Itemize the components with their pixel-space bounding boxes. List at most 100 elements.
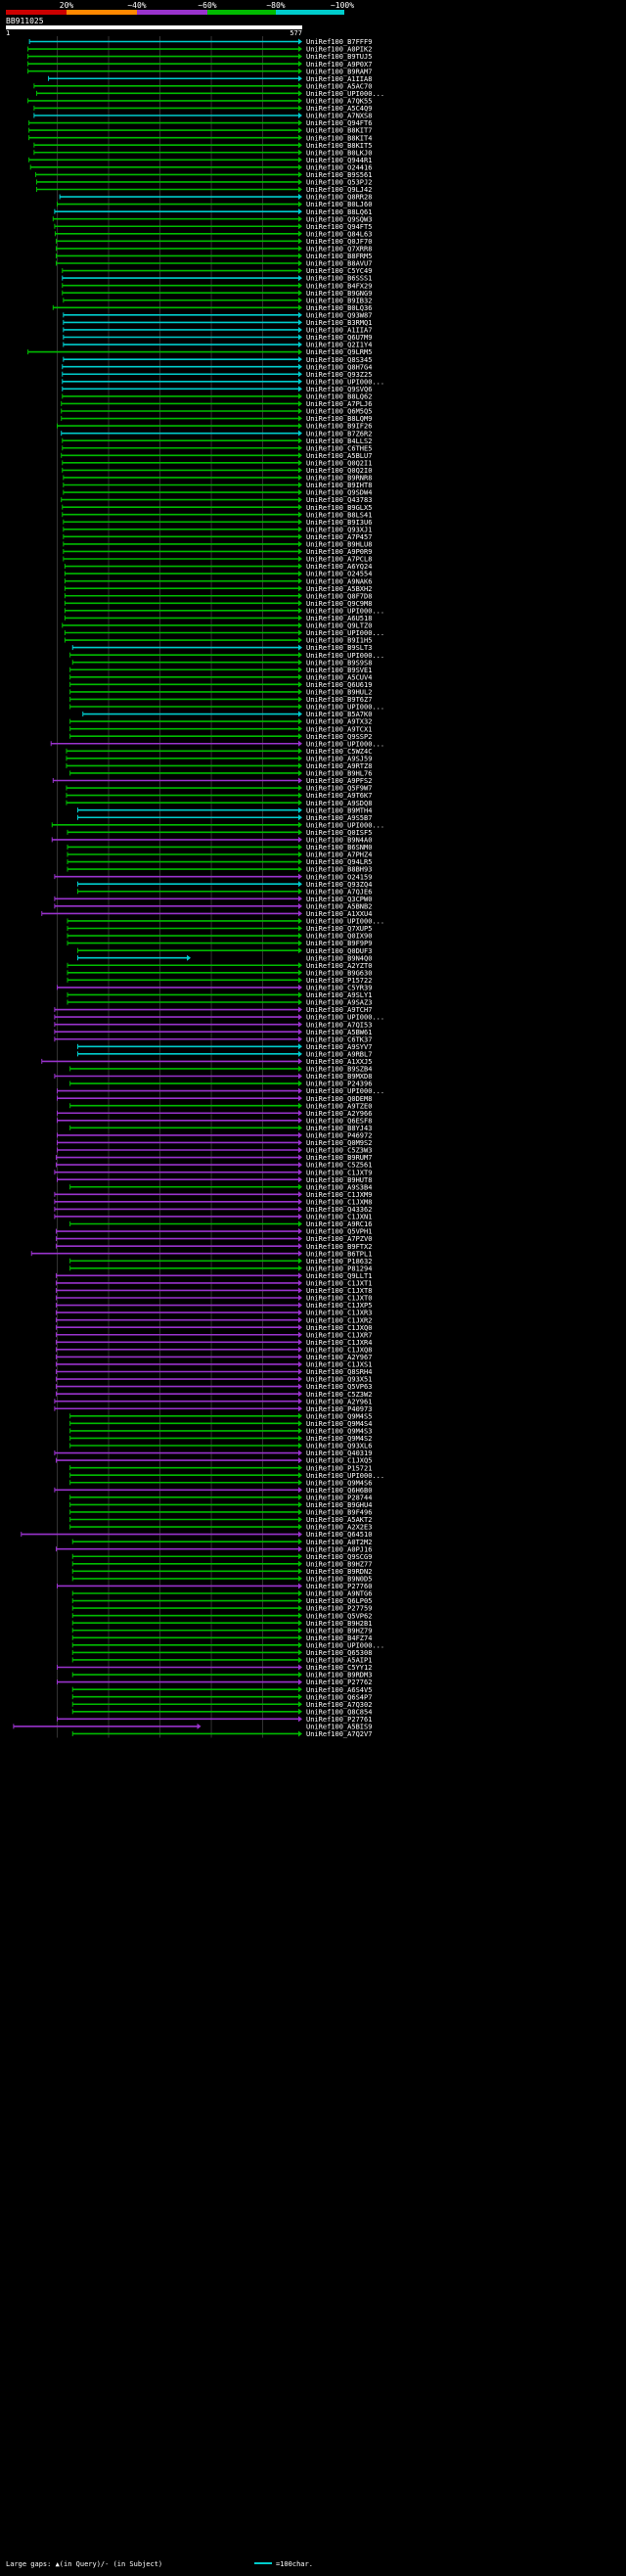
hit-label[interactable]: UniRef100_B5A7K0 xyxy=(306,711,372,718)
hit-label[interactable]: UniRef100_B3RMQ1 xyxy=(306,319,372,327)
hit-row[interactable]: UniRef100_P46972 xyxy=(57,1132,373,1140)
hit-label[interactable]: UniRef100_Q9SVQ6 xyxy=(306,386,372,393)
hit-row[interactable]: UniRef100_O24416 xyxy=(29,163,372,171)
hit-label[interactable]: UniRef100_A5C4Q9 xyxy=(306,105,372,113)
hit-label[interactable]: UniRef100_Q8S345 xyxy=(306,356,372,364)
hit-row[interactable]: UniRef100_A7QK55 xyxy=(27,98,373,106)
hit-row[interactable]: UniRef100_UPI000... xyxy=(64,629,384,637)
hit-row[interactable]: UniRef100_A9NAK6 xyxy=(64,577,372,585)
hit-label[interactable]: UniRef100_B6TPL1 xyxy=(306,1250,372,1258)
hit-row[interactable]: UniRef100_O24159 xyxy=(54,873,373,881)
hit-label[interactable]: UniRef100_C5Z3W3 xyxy=(306,1147,372,1155)
hit-row[interactable]: UniRef100_A9P0R9 xyxy=(63,548,373,556)
hit-label[interactable]: UniRef100_A1XXU4 xyxy=(306,910,372,918)
hit-label[interactable]: UniRef100_B9HZ77 xyxy=(306,1560,372,1568)
hit-row[interactable]: UniRef100_A2X2E3 xyxy=(69,1524,373,1532)
hit-row[interactable]: UniRef100_B9RDN2 xyxy=(71,1568,372,1576)
hit-label[interactable]: UniRef100_B9HZ79 xyxy=(306,1627,372,1634)
hit-label[interactable]: UniRef100_Q7XRR8 xyxy=(306,246,372,253)
hit-row[interactable]: UniRef100_Q9M4S5 xyxy=(69,1412,373,1420)
hit-row[interactable]: UniRef100_A7P457 xyxy=(63,533,373,541)
hit-row[interactable]: UniRef100_UPI000... xyxy=(36,90,385,98)
hit-row[interactable]: UniRef100_B0LQ36 xyxy=(52,304,372,312)
hit-label[interactable]: UniRef100_B7FFF9 xyxy=(306,38,372,46)
hit-row[interactable]: UniRef100_A5BW61 xyxy=(54,1029,373,1036)
hit-row[interactable]: UniRef100_Q43783 xyxy=(61,496,373,504)
hit-label[interactable]: UniRef100_Q944R1 xyxy=(306,157,372,164)
hit-row[interactable]: UniRef100_Q40319 xyxy=(54,1449,373,1457)
hit-label[interactable]: UniRef100_Q8RR28 xyxy=(306,194,372,202)
hit-label[interactable]: UniRef100_A9SAZ3 xyxy=(306,999,372,1007)
hit-label[interactable]: UniRef100_A9RTZ8 xyxy=(306,762,372,770)
hit-label[interactable]: UniRef100_C1JXT9 xyxy=(306,1169,372,1176)
hit-label[interactable]: UniRef100_A1IIA8 xyxy=(306,75,372,83)
hit-row[interactable]: UniRef100_C1JXR4 xyxy=(55,1339,372,1347)
hit-row[interactable]: UniRef100_Q9LLT1 xyxy=(55,1272,372,1280)
hit-row[interactable]: UniRef100_UPI000... xyxy=(71,1641,384,1649)
hit-row[interactable]: UniRef100_A6U518 xyxy=(64,615,372,622)
hit-row[interactable]: UniRef100_A5BXH2 xyxy=(64,585,372,593)
hit-row[interactable]: UniRef100_Q0Q2I0 xyxy=(62,467,373,475)
hit-row[interactable]: UniRef100_A6S4V5 xyxy=(71,1686,372,1694)
hit-label[interactable]: UniRef100_A2X2E3 xyxy=(306,1524,372,1532)
hit-label[interactable]: UniRef100_A9PFS2 xyxy=(306,777,372,785)
hit-row[interactable]: UniRef100_C5Z3W3 xyxy=(57,1147,373,1155)
hit-row[interactable]: UniRef100_B9G630 xyxy=(67,969,372,977)
hit-row[interactable]: UniRef100_A5AKT2 xyxy=(69,1516,373,1524)
hit-row[interactable]: UniRef100_A7NXS8 xyxy=(33,113,373,120)
hit-row[interactable]: UniRef100_A0PJ16 xyxy=(55,1545,372,1553)
hit-row[interactable]: UniRef100_A2Y966 xyxy=(57,1110,373,1118)
hit-label[interactable]: UniRef100_A9TCH7 xyxy=(306,1006,372,1014)
hit-label[interactable]: UniRef100_C1JXQ0 xyxy=(306,1324,372,1332)
hit-row[interactable]: UniRef100_A9PFS2 xyxy=(52,777,372,785)
hit-label[interactable]: UniRef100_B0LQ36 xyxy=(306,304,372,312)
hit-label[interactable]: UniRef100_A7QK55 xyxy=(306,98,372,106)
hit-label[interactable]: UniRef100_B8KIT5 xyxy=(306,142,372,150)
hit-label[interactable]: UniRef100_A7P457 xyxy=(306,533,372,541)
hit-row[interactable]: UniRef100_B9MXD8 xyxy=(54,1073,373,1081)
hit-row[interactable]: UniRef100_Q6H6B0 xyxy=(54,1487,373,1495)
hit-row[interactable]: UniRef100_Q9LJ42 xyxy=(36,186,373,194)
hit-row[interactable]: UniRef100_Q7XRR8 xyxy=(55,246,372,253)
hit-row[interactable]: UniRef100_B9H2B1 xyxy=(71,1620,372,1628)
hit-label[interactable]: UniRef100_Q6U7M9 xyxy=(306,334,372,342)
hit-label[interactable]: UniRef100_UPI000... xyxy=(306,1472,384,1480)
hit-label[interactable]: UniRef100_A7PLJ6 xyxy=(306,400,372,408)
hit-label[interactable]: UniRef100_A0PIK2 xyxy=(306,46,372,54)
hit-row[interactable]: UniRef100_Q9SDW4 xyxy=(63,489,373,497)
hit-label[interactable]: UniRef100_C1JXR7 xyxy=(306,1331,372,1339)
hit-row[interactable]: UniRef100_P27759 xyxy=(71,1605,372,1613)
hit-label[interactable]: UniRef100_Q0Q2I1 xyxy=(306,459,372,467)
hit-row[interactable]: UniRef100_B9RNR8 xyxy=(63,475,373,483)
hit-label[interactable]: UniRef100_B9IF26 xyxy=(306,423,372,431)
hit-row[interactable]: UniRef100_C1JXR7 xyxy=(55,1331,372,1339)
hit-label[interactable]: UniRef100_UPI000... xyxy=(306,1087,384,1095)
hit-row[interactable]: UniRef100_P24396 xyxy=(69,1081,373,1088)
hit-label[interactable]: UniRef100_P27761 xyxy=(306,1716,372,1724)
hit-label[interactable]: UniRef100_UPI000... xyxy=(306,740,384,748)
hit-row[interactable]: UniRef100_A7PCL8 xyxy=(63,556,373,564)
hit-row[interactable]: UniRef100_Q9C9M8 xyxy=(64,600,372,608)
hit-label[interactable]: UniRef100_Q6ESF8 xyxy=(306,1117,372,1125)
hit-row[interactable]: UniRef100_A9NTG6 xyxy=(71,1590,372,1598)
hit-label[interactable]: UniRef100_A2Y967 xyxy=(306,1354,372,1361)
hit-label[interactable]: UniRef100_B0LKJ0 xyxy=(306,149,372,157)
hit-row[interactable]: UniRef100_B9IF26 xyxy=(57,423,373,431)
hit-row[interactable]: UniRef100_Q93W87 xyxy=(63,311,373,319)
hit-row[interactable]: UniRef100_C1JXR3 xyxy=(55,1310,372,1317)
hit-label[interactable]: UniRef100_C1JXP5 xyxy=(306,1302,372,1310)
hit-label[interactable]: UniRef100_B8AVU7 xyxy=(306,260,372,268)
hit-label[interactable]: UniRef100_A0PJ16 xyxy=(306,1545,372,1553)
hit-row[interactable]: UniRef100_B9RDM3 xyxy=(71,1672,372,1679)
hit-label[interactable]: UniRef100_P27759 xyxy=(306,1605,372,1613)
hit-row[interactable]: UniRef100_A6YQ24 xyxy=(64,563,372,571)
hit-label[interactable]: UniRef100_B8KIT4 xyxy=(306,134,372,142)
hit-label[interactable]: UniRef100_A9SYV7 xyxy=(306,1043,372,1051)
hit-row[interactable]: UniRef100_UPI000... xyxy=(62,378,384,386)
hit-label[interactable]: UniRef100_B8LS41 xyxy=(306,511,372,519)
hit-label[interactable]: UniRef100_C1JXR2 xyxy=(306,1316,372,1324)
hit-label[interactable]: UniRef100_Q93Z25 xyxy=(306,371,372,379)
hit-label[interactable]: UniRef100_A2Y966 xyxy=(306,1110,372,1118)
hit-label[interactable]: UniRef100_UPI000... xyxy=(306,704,384,712)
hit-row[interactable]: UniRef100_A2YZT0 xyxy=(67,962,372,970)
